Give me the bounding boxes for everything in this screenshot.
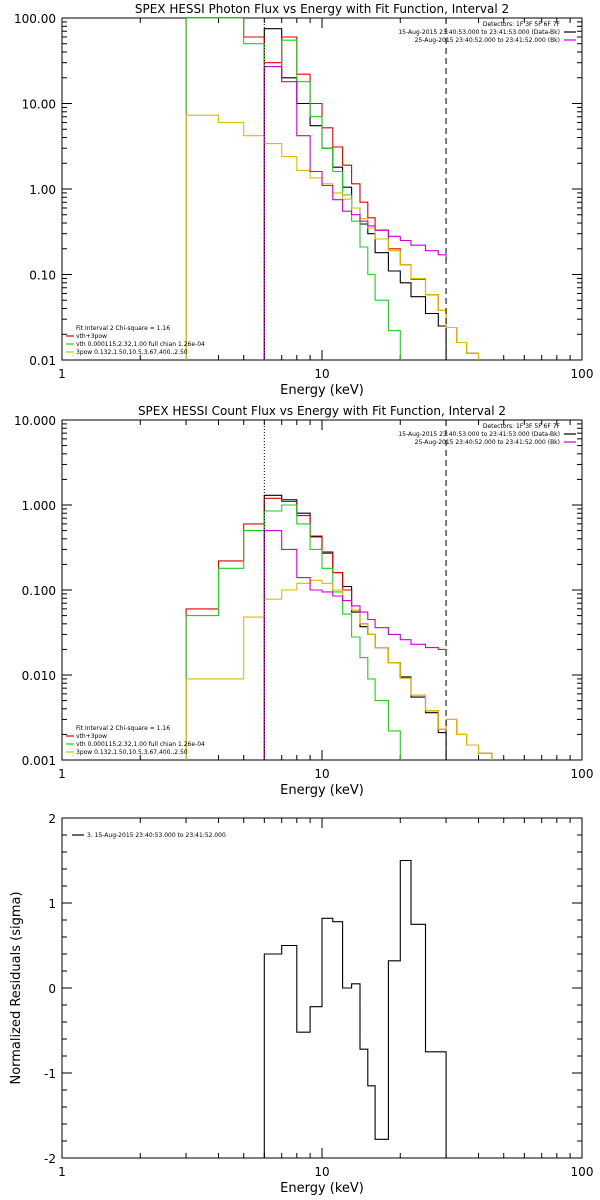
legend-label: 3. 15-Aug-2015 23:40:53.000 to 23:41:52.… <box>87 832 226 839</box>
x-tick-label: 100 <box>571 1165 594 1179</box>
series-residuals <box>263 859 447 1158</box>
series-group <box>185 494 493 760</box>
fit-legend-line: vth+3pow <box>76 733 107 740</box>
header-line: Detectors: 1F 3F 5F 6F 7F <box>483 423 561 430</box>
series-vth <box>185 18 401 360</box>
y-tick-label: 0 <box>48 982 56 996</box>
fit-legend-line: Fit Interval 2 Chi-square = 1.16 <box>76 725 170 732</box>
x-tick-label: 1 <box>58 1165 66 1179</box>
y-axis-label: Normalized Residuals (sigma) <box>9 891 24 1084</box>
y-tick-label: 100.00 <box>14 12 56 26</box>
chart-title: SPEX HESSI Photon Flux vs Energy with Fi… <box>135 2 509 16</box>
series-data <box>263 28 447 360</box>
y-tick-label: 0.100 <box>22 584 56 598</box>
series-background <box>263 66 447 360</box>
x-axis-label: Energy (keV) <box>280 383 364 398</box>
chart-title: SPEX HESSI Count Flux vs Energy with Fit… <box>138 404 506 418</box>
panel-1: SPEX HESSI Photon Flux vs Energy with Fi… <box>14 2 593 398</box>
header-line: 15-Aug-2015 23:40:53.000 to 23:41:53.000… <box>398 29 560 36</box>
header-line: Detectors: 1F 3F 5F 6F 7F <box>483 21 561 28</box>
y-axis: 0.001 0.010 0.100 1.000 10.000 <box>14 414 582 768</box>
y-tick-label: 1 <box>48 897 56 911</box>
plot-frame <box>61 17 583 361</box>
series-group <box>185 18 480 360</box>
y-tick-label: -2 <box>44 1152 56 1166</box>
y-tick-label: -1 <box>44 1067 56 1081</box>
y-tick-label: 10.00 <box>22 98 56 112</box>
series-3pow <box>185 114 480 360</box>
y-tick-label: 10.000 <box>14 414 56 428</box>
fit-legend-line: 3pow 0.132,1.50,10.5,3.67,400.,2.50 <box>76 749 188 756</box>
x-axis-label: Energy (keV) <box>280 1181 364 1196</box>
fit-legend-line: vth+3pow <box>76 333 107 340</box>
y-axis: 0.01 0.10 1.00 10.00 100.00 <box>14 12 582 368</box>
series-background <box>263 530 447 760</box>
fit-legend-line: 3pow 0.132,1.50,10.5,3.67,400.,2.50 <box>76 349 188 356</box>
x-tick-label: 100 <box>571 767 594 781</box>
x-axis: 1 10 100 <box>58 818 593 1179</box>
y-tick-label: 0.01 <box>29 354 56 368</box>
header-line: 25-Aug-2015 23:40:52.000 to 23:41:52.000… <box>415 439 560 446</box>
y-tick-label: 0.010 <box>22 669 56 683</box>
x-axis: 1 10 100 <box>58 18 593 381</box>
y-axis: -2 -1 0 1 2 <box>44 812 582 1166</box>
y-tick-label: 0.10 <box>29 269 56 283</box>
fit-legend-line: vth 0.000115,2.32,1.00 full chian 1.26e-… <box>76 341 205 348</box>
x-tick-label: 100 <box>571 367 594 381</box>
series-group <box>263 859 447 1158</box>
x-axis: 1 10 100 <box>58 420 593 781</box>
header-line: 25-Aug-2015 23:40:52.000 to 23:41:52.000… <box>415 37 560 44</box>
fit-legend-line: vth 0.000115,2.32,1.00 full chian 1.26e-… <box>76 741 205 748</box>
x-tick-label: 10 <box>314 767 329 781</box>
y-tick-label: 1.00 <box>29 183 56 197</box>
x-tick-label: 1 <box>58 367 66 381</box>
x-tick-label: 10 <box>314 1165 329 1179</box>
header-line: 15-Aug-2015 23:40:53.000 to 23:41:53.000… <box>398 431 560 438</box>
x-axis-label: Energy (keV) <box>280 783 364 798</box>
series-3pow <box>185 579 493 760</box>
series-vth <box>185 504 401 760</box>
x-tick-label: 1 <box>58 767 66 781</box>
x-tick-label: 10 <box>314 367 329 381</box>
series-data <box>263 494 447 760</box>
fit-legend-line: Fit Interval 2 Chi-square = 1.16 <box>76 325 170 332</box>
panel-2: SPEX HESSI Count Flux vs Energy with Fit… <box>14 404 593 798</box>
y-tick-label: 1.000 <box>22 499 56 513</box>
y-tick-label: 2 <box>48 812 56 826</box>
y-tick-label: 0.001 <box>22 754 56 768</box>
panel-3: 1 10 100 Energy (keV) -2 -1 0 1 2 Normalized Resi… <box>9 812 593 1196</box>
